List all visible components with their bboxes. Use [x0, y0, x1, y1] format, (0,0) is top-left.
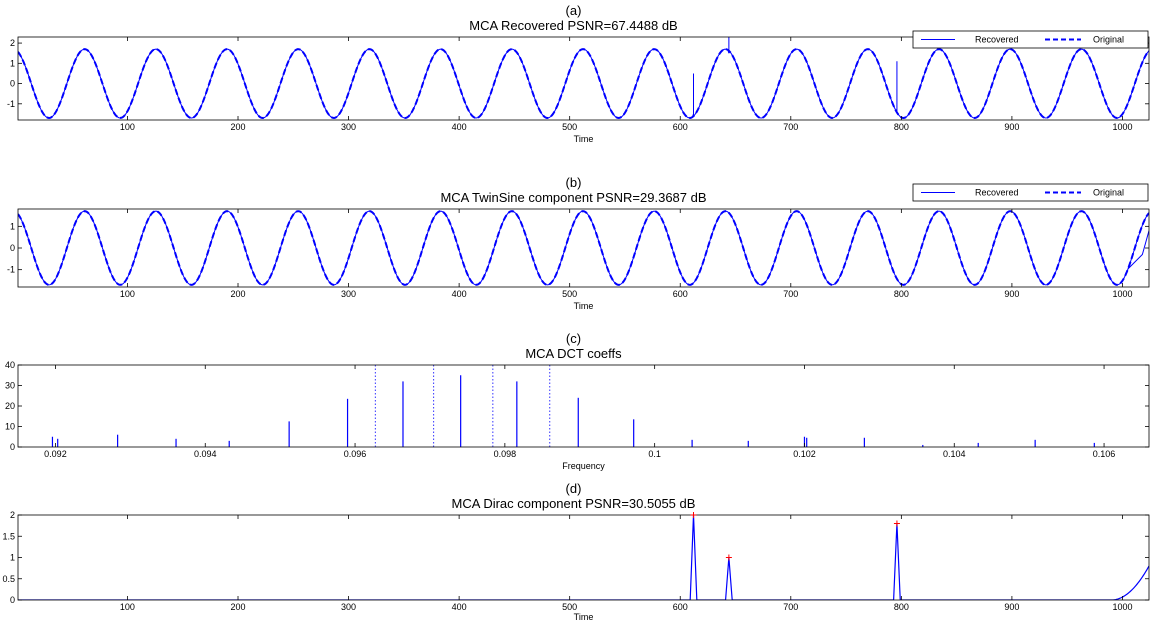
panel-label: (c): [566, 331, 581, 346]
x-tick-label: 300: [341, 289, 356, 299]
y-tick-label: 2: [10, 38, 15, 48]
x-tick-label: 200: [230, 289, 245, 299]
x-tick-label: 0.094: [194, 449, 217, 459]
x-tick-label: 0.1: [648, 449, 661, 459]
x-tick-label: 0.102: [793, 449, 816, 459]
x-tick-label: 400: [452, 289, 467, 299]
y-tick-label: 1: [10, 58, 15, 68]
original-series-line: [18, 210, 1149, 286]
x-tick-label: 600: [673, 602, 688, 612]
axes-box: [17, 208, 1150, 288]
plot-area: [18, 210, 1149, 286]
y-tick-label: 0.5: [2, 574, 15, 584]
legend-label-recovered: Recovered: [975, 188, 1019, 198]
axes-box: [17, 36, 1150, 121]
x-tick-label: 700: [783, 602, 798, 612]
x-tick-label: 800: [894, 289, 909, 299]
panel-d: (d)MCA Dirac component PSNR=30.5055 dB10…: [2, 481, 1150, 622]
chart-title: MCA DCT coeffs: [525, 346, 622, 361]
x-tick-label: 1000: [1112, 289, 1132, 299]
recovered-series-line: [18, 210, 1149, 286]
plot-area: [18, 515, 1149, 600]
x-tick-label: 800: [894, 602, 909, 612]
panel-b: (b)MCA TwinSine component PSNR=29.3687 d…: [7, 175, 1150, 311]
panel-a: (a)MCA Recovered PSNR=67.4488 dB 100 200 30…: [7, 3, 1150, 144]
axes-box: [17, 514, 1150, 601]
plot-area: [18, 37, 1149, 119]
x-tick-label: 400: [452, 602, 467, 612]
y-tick-label: 0: [10, 79, 15, 89]
y-tick-label: 10: [5, 422, 15, 432]
original-series-line: [18, 48, 1149, 119]
chart-title: MCA TwinSine component PSNR=29.3687 dB: [440, 190, 706, 205]
x-axis-label: Frequency: [562, 461, 605, 471]
y-tick-label: -1: [7, 99, 15, 109]
dirac-series-line: [18, 515, 1149, 600]
x-tick-label: 0.104: [943, 449, 966, 459]
panel-label: (b): [566, 175, 582, 190]
x-tick-label: 900: [1004, 122, 1019, 132]
y-tick-label: 1.5: [2, 531, 15, 541]
x-tick-label: 500: [562, 289, 577, 299]
y-tick-label: 20: [5, 401, 15, 411]
recovered-series-line: [18, 37, 1149, 119]
legend-label-original: Original: [1093, 188, 1124, 198]
x-tick-label: 0.098: [494, 449, 517, 459]
x-tick-label: 0.106: [1093, 449, 1116, 459]
x-tick-label: 200: [230, 122, 245, 132]
legend-box: [912, 30, 1149, 49]
x-tick-label: 100: [120, 122, 135, 132]
recovered-tail-line: [1127, 230, 1149, 270]
x-tick-label: 600: [673, 289, 688, 299]
x-tick-label: 100: [120, 289, 135, 299]
x-tick-label: 0.092: [44, 449, 67, 459]
x-tick-label: 300: [341, 602, 356, 612]
legend-box: [912, 183, 1149, 202]
y-tick-label: 30: [5, 381, 15, 391]
y-tick-label: -1: [7, 265, 15, 275]
x-tick-label: 900: [1004, 289, 1019, 299]
x-tick-label: 100: [120, 602, 135, 612]
x-tick-label: 500: [562, 602, 577, 612]
x-axis-label: Time: [574, 612, 594, 622]
y-tick-label: 0: [10, 595, 15, 605]
panel-c: (c)MCA DCT coeffs 0.092 0.094 0.096 0.098 0.1…: [5, 331, 1150, 471]
y-tick-label: 1: [10, 553, 15, 563]
legend: Recovered Original: [912, 183, 1149, 202]
y-tick-label: 1: [10, 221, 15, 231]
x-tick-label: 1000: [1112, 122, 1132, 132]
x-tick-label: 700: [783, 289, 798, 299]
plot-area: [51, 365, 1095, 447]
panel-label: (d): [566, 481, 582, 496]
x-axis-label: Time: [574, 134, 594, 144]
x-tick-label: 900: [1004, 602, 1019, 612]
x-tick-label: 400: [452, 122, 467, 132]
legend-label-recovered: Recovered: [975, 35, 1019, 45]
y-tick-label: 2: [10, 510, 15, 520]
legend-label-original: Original: [1093, 35, 1124, 45]
chart-title: MCA Recovered PSNR=67.4488 dB: [469, 18, 677, 33]
x-tick-label: 300: [341, 122, 356, 132]
y-tick-label: 0: [10, 243, 15, 253]
x-tick-label: 600: [673, 122, 688, 132]
legend: Recovered Original: [912, 30, 1149, 49]
y-tick-label: 40: [5, 360, 15, 370]
chart-title: MCA Dirac component PSNR=30.5055 dB: [452, 496, 696, 511]
x-tick-label: 200: [230, 602, 245, 612]
x-tick-label: 800: [894, 122, 909, 132]
x-tick-label: 1000: [1112, 602, 1132, 612]
axes-box: [17, 364, 1150, 448]
x-tick-label: 700: [783, 122, 798, 132]
y-tick-label: 0: [10, 442, 15, 452]
panel-label: (a): [566, 3, 582, 18]
x-tick-label: 500: [562, 122, 577, 132]
x-axis-label: Time: [574, 301, 594, 311]
x-tick-label: 0.096: [344, 449, 367, 459]
